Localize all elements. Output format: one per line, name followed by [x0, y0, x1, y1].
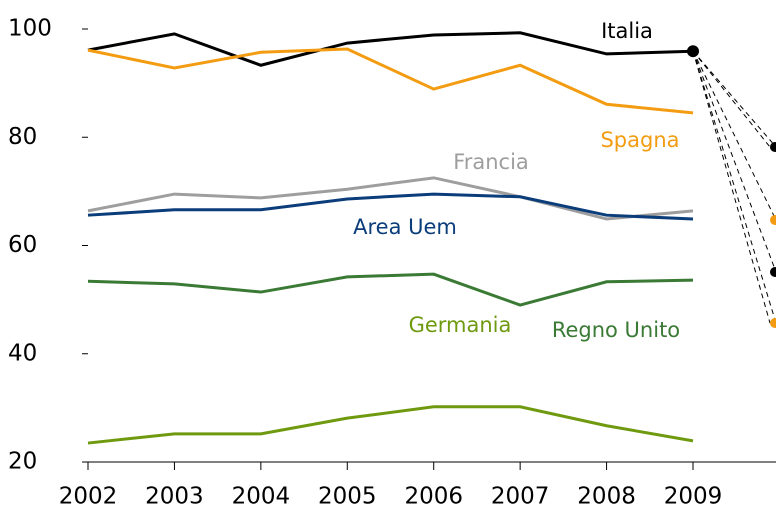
- series-label: Italia: [601, 19, 653, 43]
- y-tick-label: 60: [8, 232, 37, 258]
- connector-dot: [770, 142, 776, 152]
- x-tick-label: 2009: [664, 484, 723, 510]
- y-tick-label: 20: [8, 449, 37, 475]
- series-line: [87, 176, 694, 221]
- x-tick-label: 2002: [59, 484, 118, 510]
- end-marker: [687, 45, 699, 58]
- y-tick-label: 40: [8, 340, 37, 366]
- x-tick-label: 2003: [145, 484, 204, 510]
- series-label: Francia: [453, 150, 529, 174]
- series-label: Germania: [409, 313, 512, 337]
- series-line: [87, 272, 694, 307]
- series-line: [87, 405, 694, 445]
- series-line: [87, 192, 694, 221]
- series-line: [87, 47, 694, 115]
- connector-dot: [770, 267, 776, 277]
- x-tick-label: 2007: [491, 484, 550, 510]
- x-tick-label: 2006: [404, 484, 463, 510]
- connector-dot: [770, 318, 776, 328]
- connector-dot: [770, 215, 776, 225]
- x-tick-label: 2004: [232, 484, 291, 510]
- series-label: Regno Unito: [552, 318, 680, 342]
- x-tick-label: 2008: [577, 484, 636, 510]
- series-label: Area Uem: [353, 215, 457, 239]
- x-tick-label: 2005: [318, 484, 377, 510]
- y-tick-label: 100: [8, 16, 52, 42]
- series-label: Spagna: [600, 128, 679, 152]
- series-line: [87, 31, 694, 67]
- y-tick-label: 80: [8, 124, 37, 150]
- connector-lines: [692, 50, 776, 324]
